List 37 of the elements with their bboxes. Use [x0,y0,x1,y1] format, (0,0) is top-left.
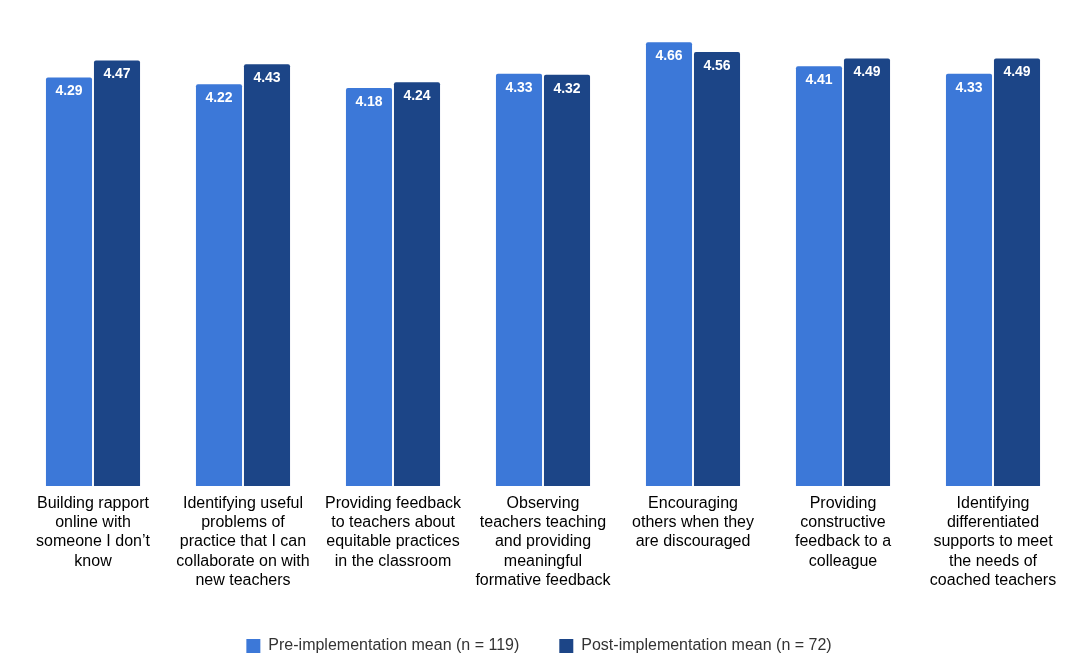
x-tick-label: Providing feedback to teachers about equitable practices in the classroom [324,494,463,569]
legend-label: Post-implementation mean (n = 72) [581,636,832,654]
data-label: 4.18 [355,92,383,109]
data-label: 4.43 [253,69,281,86]
x-tick-label: Providing constructive feedback to a colleague [794,494,892,569]
bar [495,73,543,486]
data-label: 4.41 [805,71,833,88]
legend-label: Pre-implementation mean (n = 119) [268,636,520,654]
bar [993,58,1041,486]
data-label: 4.33 [955,78,983,95]
bar [543,74,591,486]
bar [45,77,93,486]
data-label: 4.29 [55,82,83,99]
data-label: 4.33 [505,78,533,95]
x-tick-label: Identifying useful problems of practice that I can collaborate on with new teachers [176,494,310,588]
bar [243,64,291,486]
x-tick-label: Observing teachers teaching and providing meaningful formative feedback [475,494,612,588]
data-label: 4.66 [655,47,683,64]
data-label: 4.56 [703,56,731,73]
bar [693,51,741,486]
x-tick-label: Building rapport online with someone I don’t know [36,494,151,569]
x-tick-label: Identifying differentiated supports to meet the needs of coached teachers [929,494,1057,588]
bar [93,60,141,486]
data-label: 4.24 [403,87,431,104]
bar [345,88,393,486]
data-label: 4.32 [553,79,581,96]
data-label: 4.49 [853,63,881,80]
bar [195,84,243,486]
bar [645,42,693,486]
bar [393,82,441,486]
bar [795,66,843,486]
x-tick-label: Encouraging others when they are discouraged [632,494,754,550]
data-label: 4.49 [1003,63,1031,80]
bar [843,58,891,486]
data-label: 4.47 [103,65,131,82]
data-label: 4.22 [205,89,233,106]
bar [945,73,993,486]
